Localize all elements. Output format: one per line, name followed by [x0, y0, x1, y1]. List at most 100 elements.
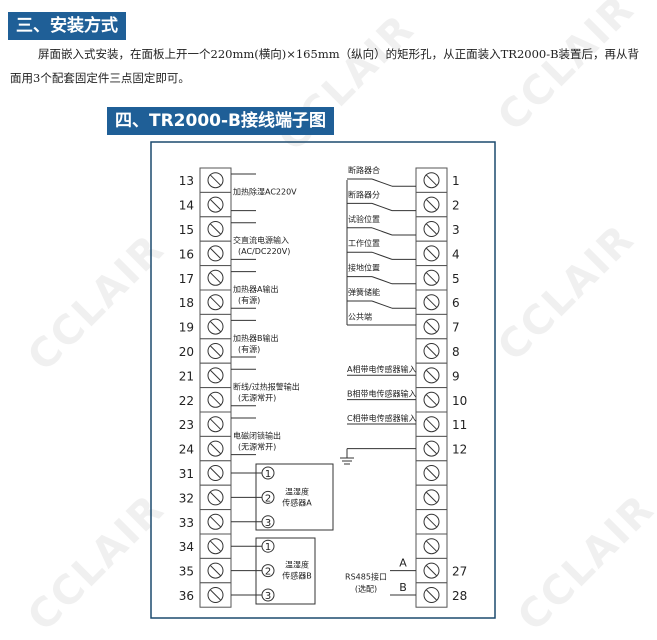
- sensor-label: 传感器A: [282, 497, 312, 507]
- screw-icon: [207, 196, 224, 213]
- terminal-number: 31: [179, 467, 194, 481]
- terminal-number: 22: [179, 394, 194, 408]
- label: 接地位置: [348, 263, 380, 273]
- screw-icon: [423, 269, 440, 286]
- screw-icon: [423, 440, 440, 457]
- wire: [210, 540, 221, 552]
- wire: [426, 394, 437, 406]
- wire: [426, 370, 437, 381]
- wire: [426, 321, 437, 332]
- screw-icon: [207, 513, 224, 530]
- screw-icon: [423, 587, 440, 603]
- screw-icon: [207, 416, 224, 433]
- terminal-number: 28: [452, 589, 467, 603]
- screw-icon: [207, 343, 224, 359]
- terminal-number: 3: [452, 223, 460, 237]
- wire: [426, 565, 437, 576]
- screw-icon: [207, 294, 224, 311]
- rs485-label: (选配): [355, 584, 377, 594]
- terminal-number: 35: [179, 565, 194, 579]
- wire: [210, 394, 221, 406]
- label: 弹簧储能: [348, 287, 380, 297]
- terminal-number: 32: [179, 491, 194, 505]
- screw-icon: [423, 172, 440, 189]
- wire: [426, 540, 437, 552]
- pin-circle: [261, 515, 275, 529]
- terminal-number: 10: [452, 394, 467, 408]
- wire: [210, 589, 221, 601]
- pin-circle: [261, 539, 275, 553]
- screw-icon: [423, 391, 440, 408]
- label: (无源常开): [238, 394, 276, 403]
- screw-icon: [207, 440, 224, 457]
- screw-icon: [207, 587, 224, 603]
- wire: [210, 248, 221, 259]
- wire: [371, 227, 393, 236]
- pin-circle: [261, 588, 275, 602]
- screw-icon: [207, 172, 224, 189]
- label: 加热器A输出: [233, 284, 278, 294]
- label: (无源常开): [238, 442, 276, 451]
- sensor-label: 温湿度: [285, 560, 309, 570]
- wire: [426, 418, 437, 430]
- wire: [210, 223, 221, 235]
- left-terminal: [199, 582, 232, 608]
- terminal-number: 23: [179, 418, 194, 432]
- left-terminal: [199, 289, 232, 315]
- pin-circle: [261, 564, 275, 578]
- label: (有源): [238, 344, 260, 354]
- installation-text-line2: 面用3个配套固定件三点固定即可。: [10, 71, 190, 85]
- wire: [426, 174, 437, 186]
- terminal-number: 24: [179, 443, 194, 457]
- label: (有源): [238, 295, 260, 305]
- terminal-number: 1: [452, 174, 460, 188]
- terminal-number: 11: [452, 418, 467, 432]
- wire: [210, 467, 221, 479]
- pin-number: 3: [265, 518, 271, 529]
- sensor-label: 温湿度: [285, 486, 309, 496]
- label: 断线/过热报警输出: [233, 382, 300, 392]
- screw-icon: [423, 538, 440, 555]
- terminal-number: 12: [452, 443, 467, 457]
- screw-icon: [423, 489, 440, 506]
- screw-icon: [207, 489, 224, 506]
- terminal-number: 5: [452, 272, 460, 286]
- section-heading-installation: 三、安装方式: [8, 12, 126, 40]
- wire: [426, 223, 437, 235]
- terminal-number: 4: [452, 247, 460, 261]
- label: (AC/DC220V): [238, 247, 290, 256]
- terminal-number: 20: [179, 345, 194, 359]
- pin-number: 2: [265, 493, 271, 504]
- wire: [426, 443, 437, 454]
- wire: [426, 248, 437, 259]
- label: 加热除湿AC220V: [233, 186, 297, 196]
- label: C相带电传感器输入: [347, 413, 417, 423]
- screw-icon: [423, 343, 440, 359]
- wire: [426, 516, 437, 528]
- terminal-number: 36: [179, 589, 194, 603]
- installation-text-line1: 屏面嵌入式安装，在面板上开一个220mm(横向)×165mm（纵向）的矩形孔，从…: [38, 47, 640, 61]
- pin-circle: [261, 490, 275, 504]
- pin-circle: [261, 466, 275, 480]
- screw-icon: [423, 367, 440, 384]
- label: 加热器B输出: [233, 333, 279, 343]
- terminal-number: 33: [179, 516, 194, 530]
- screw-icon: [423, 196, 440, 213]
- wire: [371, 251, 393, 260]
- screw-icon: [207, 367, 224, 384]
- terminal-number: 15: [179, 223, 194, 237]
- wire: [426, 199, 437, 210]
- wire: [426, 589, 437, 601]
- terminal-number: 17: [179, 272, 194, 286]
- terminal-number: 9: [452, 369, 460, 383]
- screw-icon: [423, 416, 440, 433]
- screw-icon: [423, 513, 440, 530]
- terminal-number: 14: [179, 199, 194, 213]
- wire: [210, 174, 221, 186]
- rs485-a: A: [399, 557, 407, 570]
- screw-icon: [207, 562, 224, 579]
- label: 交直流电源输入: [233, 235, 289, 245]
- screw-icon: [423, 245, 440, 262]
- terminal-number: 18: [179, 296, 194, 310]
- diagram-border: [150, 141, 496, 619]
